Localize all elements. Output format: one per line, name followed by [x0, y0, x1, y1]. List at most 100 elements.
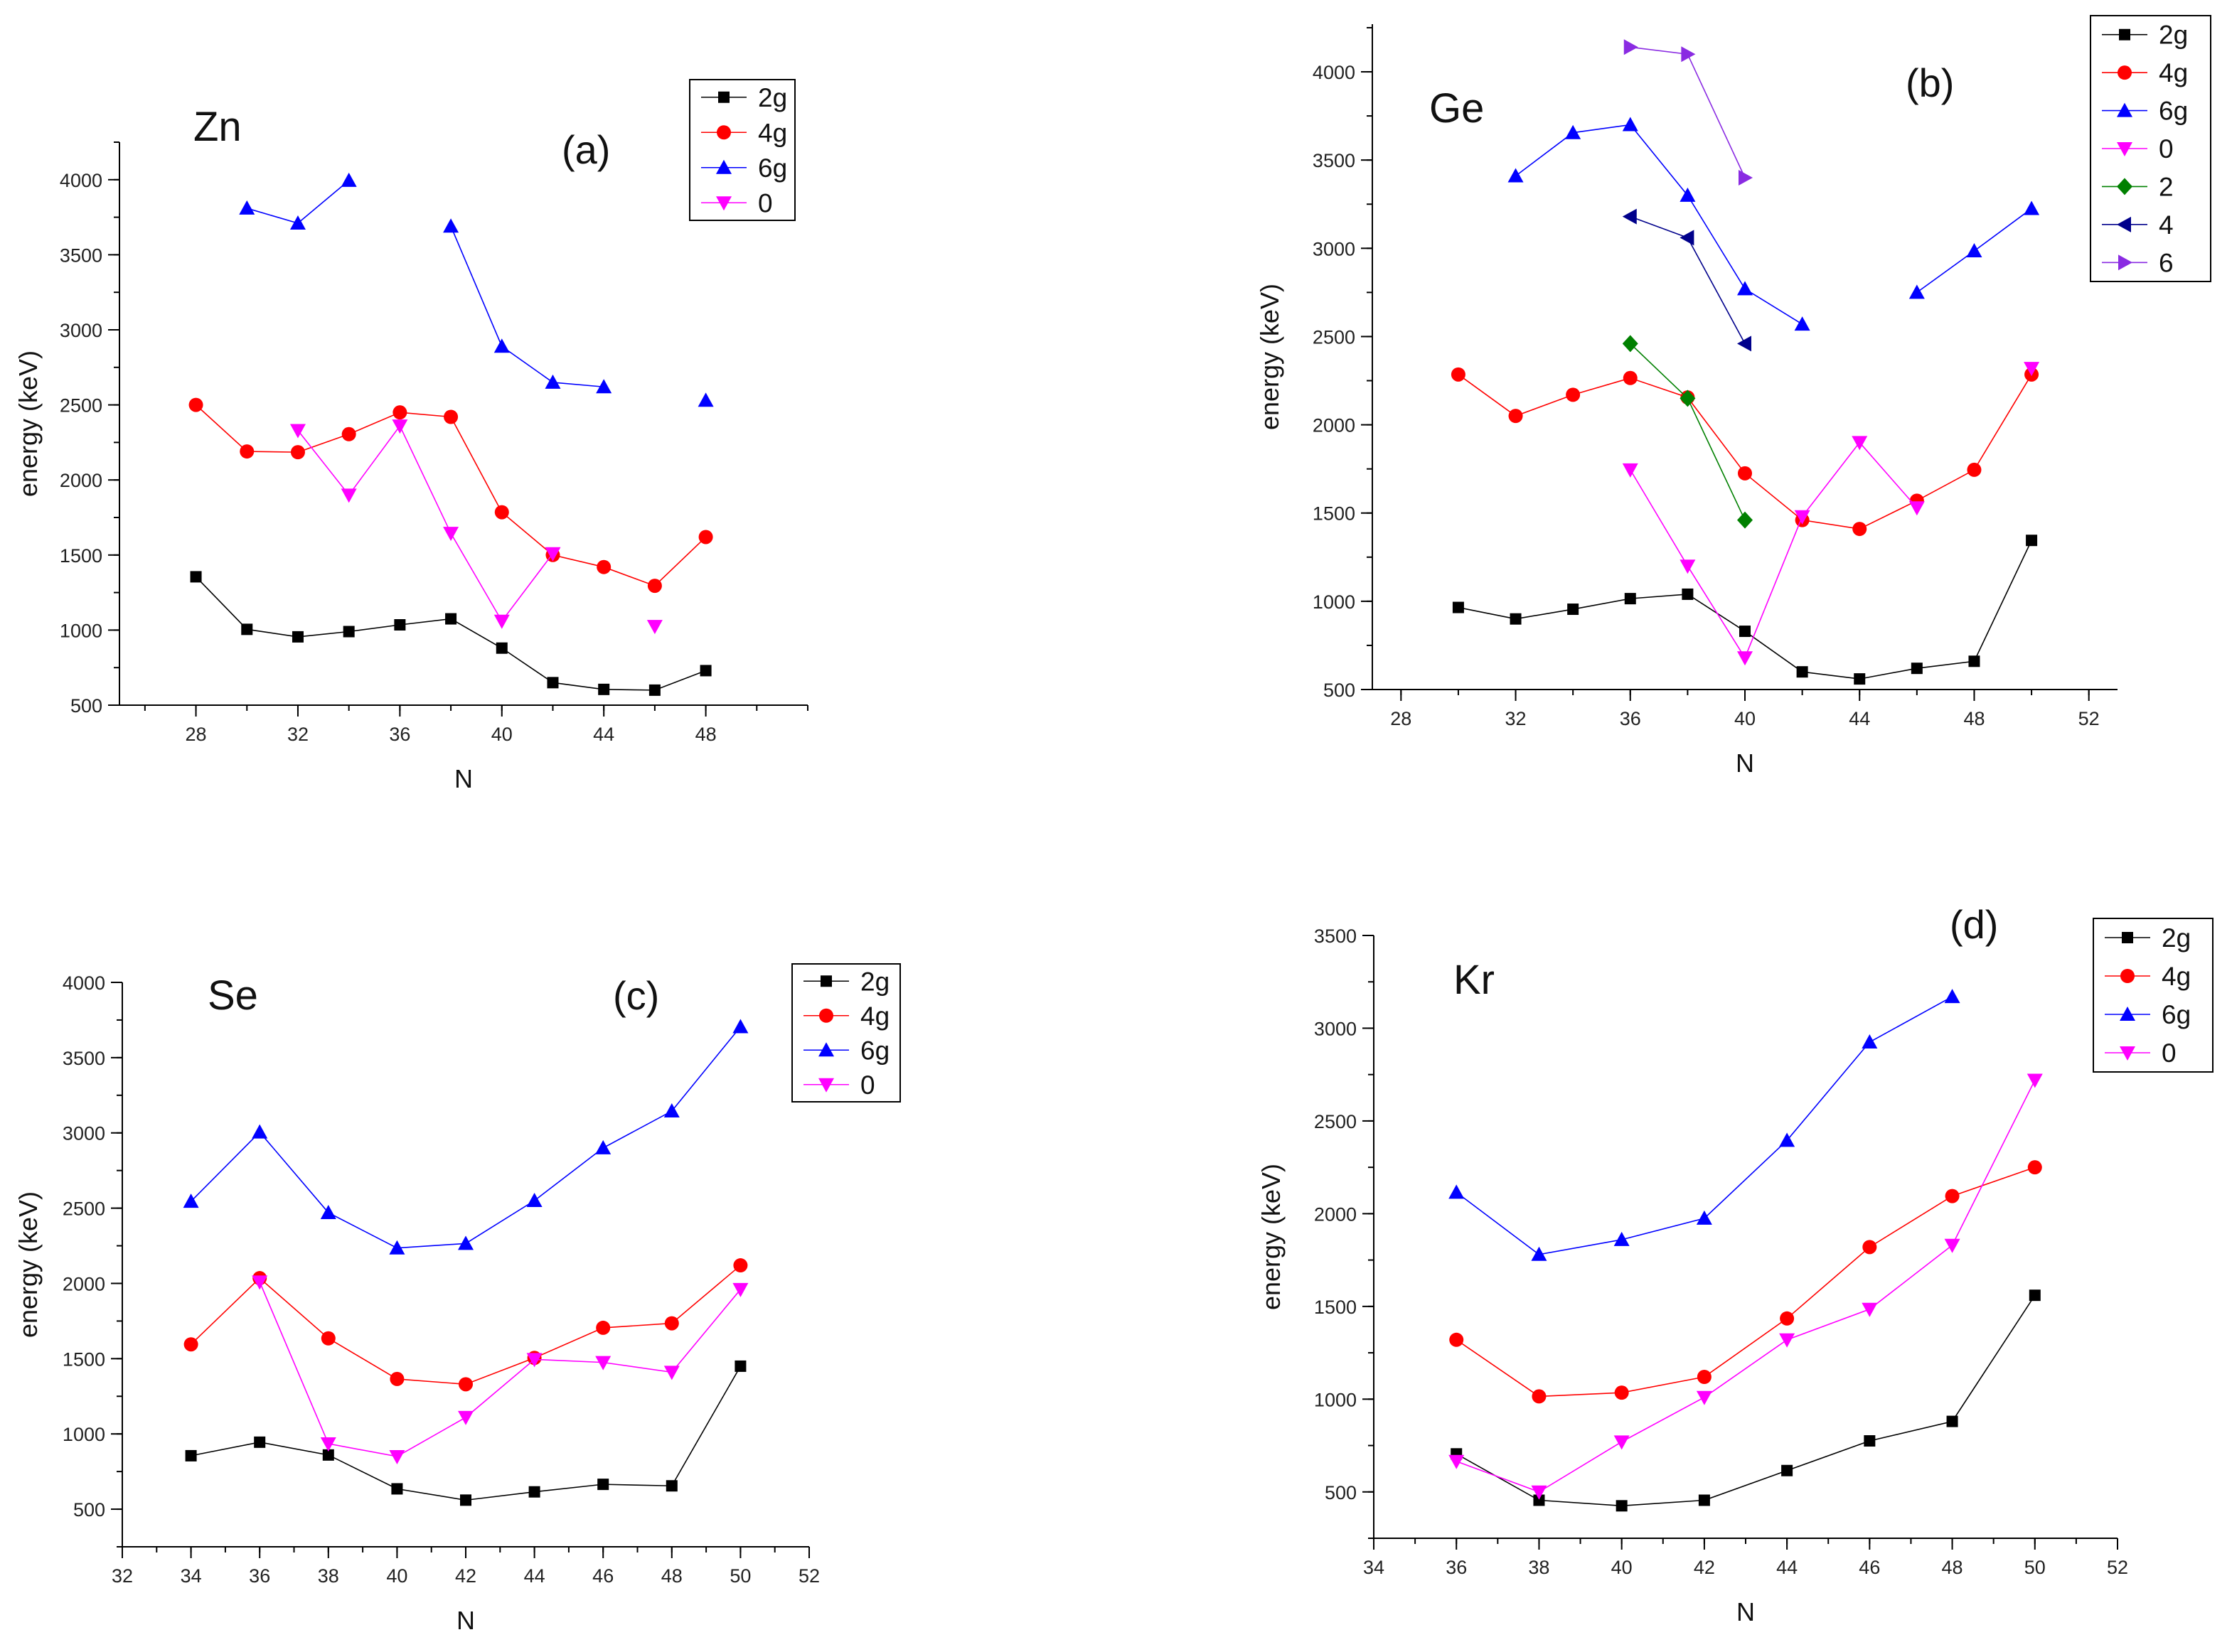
- legend-marker: [819, 1008, 833, 1023]
- legend-marker: [2117, 102, 2132, 117]
- data-point: [1737, 511, 1753, 529]
- legend-box: [689, 79, 796, 221]
- x-tick-label: 46: [1859, 1557, 1880, 1578]
- y-axis-title: energy (keV): [14, 1191, 43, 1338]
- x-tick-label: 38: [318, 1565, 339, 1587]
- y-tick-label: 1000: [63, 1424, 105, 1445]
- panel-c-se: 32 34 36 38 40 42 44 46 48 50 52 500 1000 1500 2000 250…: [14, 963, 901, 1635]
- data-point: [1449, 1332, 1464, 1347]
- data-point: [1622, 208, 1637, 225]
- x-tick-label: 40: [1611, 1557, 1633, 1578]
- y-tick-label: 3500: [1314, 926, 1357, 947]
- y-axis-title: energy (keV): [1256, 1164, 1286, 1310]
- data-point: [1862, 1240, 1877, 1255]
- data-point: [1531, 1485, 1547, 1500]
- data-point: [1533, 1494, 1545, 1506]
- legend-item: 4g: [803, 1002, 890, 1031]
- data-point: [496, 642, 508, 654]
- data-point: [241, 623, 253, 635]
- data-point: [2026, 535, 2038, 547]
- legend-label: 2g: [860, 967, 890, 996]
- series-6g: [183, 1019, 749, 1255]
- series-line: [195, 576, 706, 691]
- data-point: [389, 1240, 405, 1255]
- series-6: [1623, 39, 1753, 186]
- legend-item: 0: [803, 1071, 875, 1100]
- legend-item: 6g: [701, 154, 787, 183]
- legend-item: 0: [701, 188, 773, 218]
- legend-item: 6g: [2105, 1000, 2191, 1029]
- data-point: [254, 1436, 266, 1448]
- legend-item: 2g: [701, 83, 787, 112]
- data-point: [666, 1480, 678, 1492]
- data-point: [443, 218, 459, 233]
- series-line: [1630, 343, 1746, 520]
- legend-box: [791, 963, 901, 1103]
- data-point: [733, 1258, 748, 1273]
- data-point: [1697, 1369, 1712, 1384]
- legend-label: 0: [860, 1071, 875, 1100]
- data-point: [289, 424, 306, 439]
- legend-marker: [818, 1042, 834, 1057]
- data-point: [1613, 1231, 1630, 1246]
- data-point: [322, 1449, 334, 1461]
- y-tick-label: 500: [73, 1499, 105, 1520]
- x-tick-label: 50: [2024, 1557, 2046, 1578]
- x-tick-label: 52: [799, 1565, 820, 1587]
- panel-label: (c): [613, 973, 659, 1018]
- data-point: [458, 1410, 474, 1425]
- x-tick-label: 44: [524, 1565, 545, 1587]
- data-point: [1794, 316, 1810, 331]
- data-point: [1779, 1132, 1795, 1147]
- data-point: [1567, 604, 1579, 616]
- data-point: [1946, 1415, 1958, 1427]
- legend-marker: [818, 1078, 834, 1093]
- legend-box: [2093, 918, 2214, 1073]
- panel-a-zn: 28 32 36 40 44 48 500 1000 1500 2000 2500 3000 3500 4…: [14, 79, 808, 793]
- legend-item: 0: [2102, 134, 2174, 163]
- data-point: [1911, 663, 1923, 675]
- data-point: [390, 1371, 405, 1386]
- x-axis-title: N: [456, 1606, 475, 1635]
- data-point: [1623, 370, 1638, 385]
- data-point: [341, 172, 357, 187]
- legend-item: 4: [2102, 210, 2174, 240]
- y-tick-label: 1000: [1314, 1389, 1357, 1410]
- series-4g: [188, 397, 713, 594]
- series-0: [1448, 1073, 2043, 1500]
- data-point: [1681, 46, 1696, 63]
- data-point: [1862, 1034, 1878, 1049]
- legend-label: 4g: [2159, 58, 2188, 87]
- y-axis-title: energy (keV): [14, 350, 43, 497]
- x-tick-label: 48: [695, 724, 717, 745]
- data-point: [1968, 655, 1980, 667]
- y-tick-label: 1000: [1313, 591, 1355, 613]
- data-point: [239, 200, 255, 215]
- data-point: [1696, 1210, 1712, 1225]
- x-tick-label: 48: [1942, 1557, 1963, 1578]
- legend-marker: [2120, 969, 2135, 983]
- x-tick-label: 42: [1694, 1557, 1715, 1578]
- legend-item: 2g: [2105, 923, 2191, 953]
- legend-marker: [2122, 932, 2133, 943]
- series-line: [196, 404, 707, 587]
- data-point: [1622, 463, 1638, 478]
- data-point: [445, 613, 457, 625]
- y-tick-label: 500: [70, 695, 102, 717]
- data-point: [732, 1282, 749, 1297]
- x-tick-label: 34: [181, 1565, 202, 1587]
- data-point: [185, 1449, 197, 1461]
- legend: 2g 4g 6g 0: [689, 79, 796, 221]
- panel-b-ge: 28 32 36 40 44 48 5250010001500200025003000350…: [1255, 15, 2211, 778]
- data-point: [698, 392, 714, 407]
- legend-marker: [2117, 142, 2132, 156]
- data-point: [1945, 1189, 1960, 1203]
- data-point: [183, 1194, 199, 1208]
- x-tick-label: 32: [112, 1565, 133, 1587]
- data-point: [1908, 284, 1925, 299]
- legend: 2g 4g 6g 0: [2093, 918, 2214, 1073]
- series-line: [1456, 1294, 2036, 1507]
- y-tick-label: 3500: [60, 245, 102, 266]
- legend: 2g 4g 6g 0 2 4 6: [2090, 15, 2211, 282]
- series-line: [1458, 374, 2032, 530]
